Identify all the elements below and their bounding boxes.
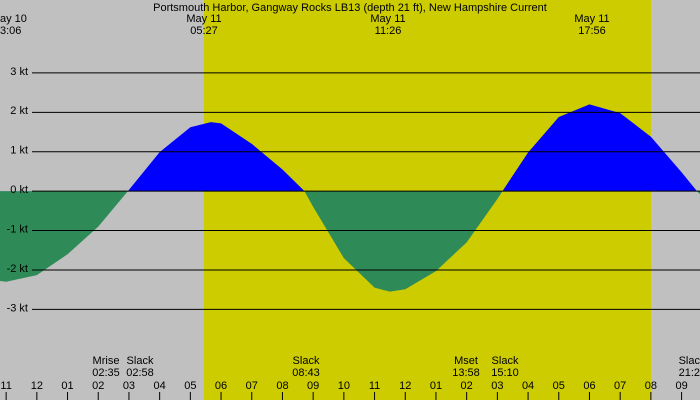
- x-tick-label: 02: [461, 380, 473, 392]
- event-label: Mset: [454, 355, 478, 367]
- x-tick-label: 03: [123, 380, 135, 392]
- y-tick-label: -1 kt: [7, 223, 28, 235]
- event-label: Slack: [293, 355, 320, 367]
- x-tick-label: 12: [31, 380, 43, 392]
- event-label: Slac: [679, 355, 700, 367]
- top-date: ay 10: [0, 13, 27, 25]
- event-time: 21:2: [679, 367, 700, 379]
- y-tick-label: 0 kt: [10, 184, 28, 196]
- top-time: 17:56: [578, 25, 606, 37]
- x-tick-label: 11: [369, 380, 380, 392]
- event-time: 02:58: [126, 367, 154, 379]
- x-tick-label: 05: [184, 380, 196, 392]
- y-tick-label: -2 kt: [7, 263, 28, 275]
- y-tick-label: -3 kt: [7, 302, 28, 314]
- event-time: 13:58: [452, 367, 480, 379]
- x-tick-label: 01: [430, 380, 442, 392]
- x-tick-label: 06: [215, 380, 227, 392]
- flood-area: [0, 104, 700, 192]
- x-tick-label: 11: [0, 380, 11, 392]
- top-time: 05:27: [190, 25, 218, 37]
- x-tick-label: 12: [399, 380, 411, 392]
- x-tick-label: 01: [61, 380, 73, 392]
- chart-title: Portsmouth Harbor, Gangway Rocks LB13 (d…: [153, 2, 547, 14]
- event-time: 08:43: [292, 367, 320, 379]
- top-date: May 11: [186, 13, 221, 25]
- x-tick-label: 08: [645, 380, 657, 392]
- event-time: 15:10: [491, 367, 519, 379]
- x-tick-label: 09: [675, 380, 687, 392]
- event-label: Slack: [492, 355, 519, 367]
- x-tick-label: 02: [92, 380, 104, 392]
- top-date: May 11: [370, 13, 405, 25]
- ebb-area: [0, 191, 700, 292]
- y-tick-label: 1 kt: [10, 145, 28, 157]
- event-time: 02:35: [92, 367, 120, 379]
- top-time: 3:06: [0, 25, 21, 37]
- x-tick-label: 03: [491, 380, 503, 392]
- top-time: 11:26: [375, 25, 402, 37]
- y-tick-label: 2 kt: [10, 105, 28, 117]
- event-label: Mrise: [93, 355, 120, 367]
- x-tick-label: 07: [614, 380, 626, 392]
- x-tick-label: 05: [553, 380, 565, 392]
- x-tick-label: 04: [522, 380, 534, 392]
- x-tick-label: 08: [276, 380, 288, 392]
- x-tick-label: 06: [583, 380, 595, 392]
- x-tick-label: 04: [154, 380, 166, 392]
- x-tick-label: 07: [246, 380, 258, 392]
- x-tick-label: 10: [338, 380, 350, 392]
- y-tick-label: 3 kt: [10, 66, 28, 78]
- top-date: May 11: [574, 13, 609, 25]
- event-label: Slack: [127, 355, 154, 367]
- x-tick-label: 09: [307, 380, 319, 392]
